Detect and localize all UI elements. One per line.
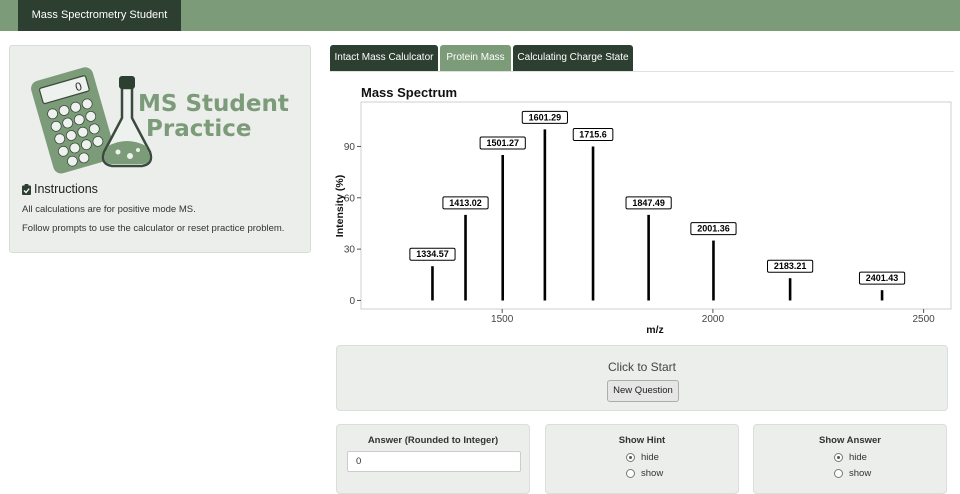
clipboard-check-icon bbox=[22, 183, 31, 195]
peak-label: 1601.29 bbox=[529, 112, 562, 122]
tab-protein-mass[interactable]: Protein Mass bbox=[440, 45, 511, 71]
peak-label: 1501.27 bbox=[486, 138, 519, 148]
radio-selected-icon[interactable] bbox=[626, 453, 635, 462]
peak-label-box bbox=[521, 110, 568, 124]
hint-option-show[interactable]: show bbox=[626, 468, 663, 479]
mass-spectrum-chart: 0 30 60 90 1500 2000 2500 1334.57 1413.02 1501.… bbox=[334, 101, 952, 336]
peak-label: 1413.02 bbox=[449, 198, 482, 208]
tab-divider bbox=[330, 71, 954, 72]
chart-title: Mass Spectrum bbox=[361, 85, 458, 100]
radio-selected-icon[interactable] bbox=[834, 453, 843, 462]
start-prompt: Click to Start bbox=[607, 360, 676, 374]
peak-label-box bbox=[767, 259, 814, 273]
instructions-text-2: Follow prompts to use the calculator or … bbox=[22, 223, 285, 234]
answer-title: Answer (Rounded to Integer) bbox=[367, 435, 499, 446]
plot-frame bbox=[360, 101, 952, 310]
peak-label-box bbox=[479, 136, 526, 150]
peak-label: 2001.36 bbox=[697, 224, 730, 234]
x-axis: 1500 2000 2500 bbox=[491, 309, 935, 325]
instructions-title: Instructions bbox=[34, 182, 98, 196]
peak-label: 1334.57 bbox=[416, 249, 449, 259]
y-axis-label: Intensity (%) bbox=[334, 175, 346, 237]
x-tick-label: 2500 bbox=[912, 314, 935, 325]
y-tick-label: 60 bbox=[344, 193, 356, 204]
x-tick-label: 1500 bbox=[491, 314, 514, 325]
y-tick-label: 0 bbox=[349, 296, 355, 307]
logo-line-1: MS Student bbox=[138, 91, 289, 117]
y-tick-label: 90 bbox=[344, 142, 356, 153]
hint-option-hide[interactable]: hide bbox=[626, 452, 659, 463]
peak-label: 1715.6 bbox=[579, 129, 607, 139]
answer-option-hide[interactable]: hide bbox=[834, 452, 867, 463]
new-question-button[interactable]: New Question bbox=[607, 380, 679, 402]
peak-label-box bbox=[858, 271, 906, 285]
logo-line-2: Practice bbox=[146, 116, 252, 142]
instructions-heading: Instructions bbox=[22, 182, 98, 196]
answer-option-hide-label: hide bbox=[849, 452, 867, 463]
tab-calculating-charge-state[interactable]: Calculating Charge State bbox=[513, 45, 633, 71]
x-axis-label: m/z bbox=[646, 324, 664, 336]
radio-unselected-icon[interactable] bbox=[626, 469, 635, 478]
peak-label-box bbox=[625, 196, 672, 210]
answer-option-show-label: show bbox=[849, 468, 872, 479]
hint-option-hide-label: hide bbox=[641, 452, 659, 463]
hint-option-show-label: show bbox=[641, 468, 664, 479]
start-panel: Click to Start New Question bbox=[336, 345, 948, 411]
calculator-display: 0 bbox=[74, 80, 84, 94]
y-tick-label: 30 bbox=[344, 245, 356, 256]
show-answer-title: Show Answer bbox=[819, 435, 881, 446]
answer-input[interactable]: 0 bbox=[347, 451, 521, 472]
sidebar-panel: 0 MS Student Practice Instructions All c… bbox=[9, 45, 311, 253]
nav-brand-tab[interactable]: Mass Spectrometry Student Practice bbox=[18, 0, 181, 52]
peaks-layer: 1334.57 1413.02 1501.27 1601.29 1715.6 1847.4… bbox=[409, 110, 906, 301]
instructions-text-1: All calculations are for positive mode M… bbox=[22, 204, 196, 215]
answer-card: Answer (Rounded to Integer) 0 bbox=[336, 424, 530, 494]
radio-unselected-icon[interactable] bbox=[834, 469, 843, 478]
x-tick-label: 2000 bbox=[702, 314, 725, 325]
peak-label: 1847.49 bbox=[632, 198, 665, 208]
y-axis: 0 30 60 90 bbox=[344, 142, 361, 307]
top-navbar: Mass Spectrometry Student Practice bbox=[0, 0, 960, 52]
peak-label-box bbox=[442, 196, 489, 210]
peak-label: 2401.43 bbox=[866, 273, 899, 283]
peak-label-box bbox=[690, 222, 737, 236]
show-answer-card: Show Answer hide show bbox=[753, 424, 947, 494]
tab-intact-mass-calculator[interactable]: Intact Mass Calulcator bbox=[330, 45, 438, 71]
peak-label: 2183.21 bbox=[774, 261, 807, 271]
answer-option-show[interactable]: show bbox=[834, 468, 871, 479]
show-hint-title: Show Hint bbox=[618, 435, 666, 446]
calculator-flask-logo-icon: 0 bbox=[31, 67, 153, 174]
peak-label-box bbox=[572, 127, 614, 141]
peak-label-box bbox=[409, 247, 456, 261]
show-hint-card: Show Hint hide show bbox=[545, 424, 739, 494]
logo-text: MS Student Practice bbox=[138, 92, 289, 142]
